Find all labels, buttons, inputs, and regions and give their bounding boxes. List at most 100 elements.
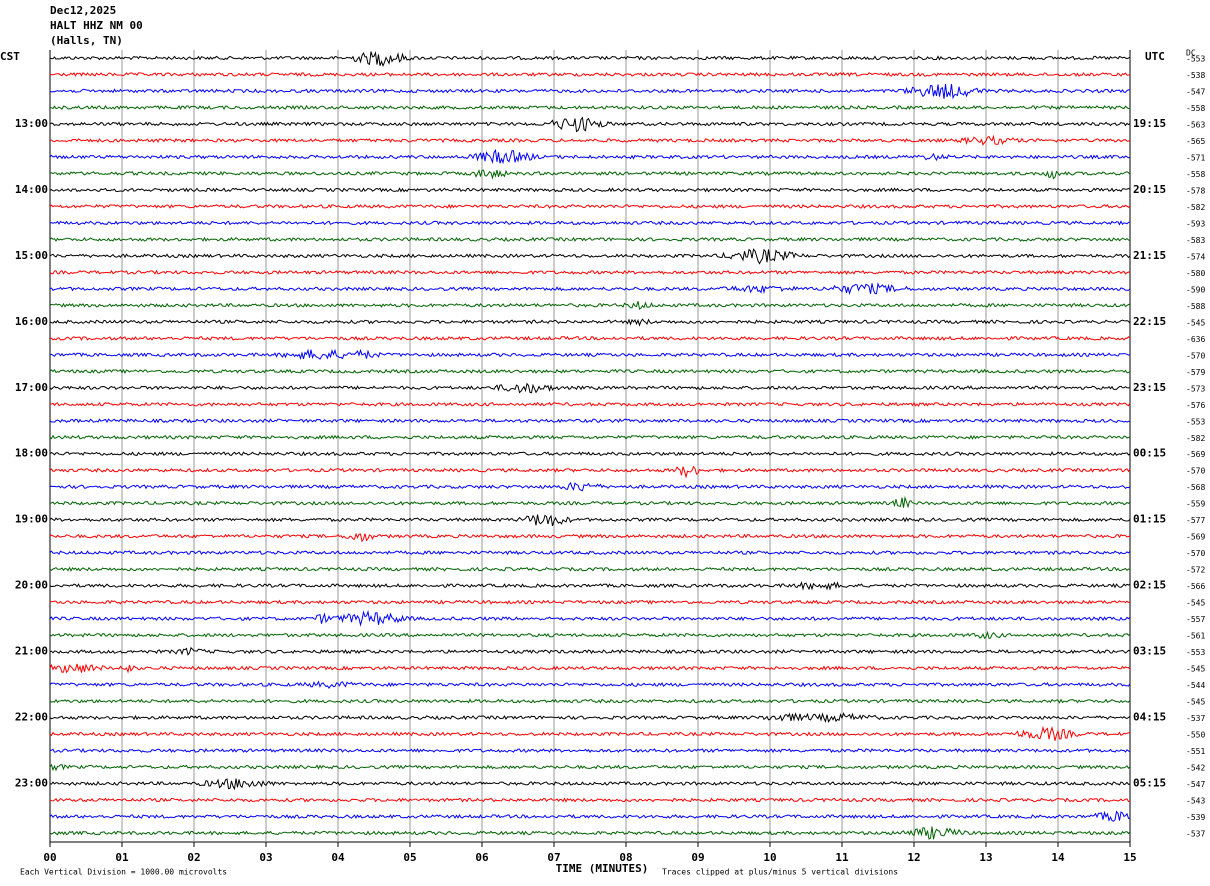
trace bbox=[49, 630, 1131, 640]
trace bbox=[49, 134, 1131, 146]
utc-hour-label: 22:15 bbox=[1133, 315, 1166, 328]
cst-hour-label: 14:00 bbox=[15, 183, 48, 196]
right-timezone: UTC bbox=[1145, 50, 1165, 63]
trace bbox=[49, 797, 1131, 803]
dc-offset: -543 bbox=[1186, 797, 1205, 806]
dc-offset: -559 bbox=[1186, 500, 1205, 509]
utc-hour-label: 02:15 bbox=[1133, 579, 1166, 592]
x-tick-label: 00 bbox=[43, 851, 56, 864]
trace bbox=[49, 220, 1131, 226]
trace bbox=[49, 335, 1131, 341]
dc-offset: -590 bbox=[1186, 285, 1205, 294]
dc-offset: -545 bbox=[1186, 665, 1205, 674]
trace bbox=[49, 646, 1131, 656]
trace bbox=[49, 104, 1131, 111]
trace bbox=[49, 747, 1131, 754]
trace bbox=[49, 810, 1131, 822]
dc-offset: -544 bbox=[1186, 681, 1205, 690]
trace bbox=[49, 382, 1131, 394]
dc-offset: -570 bbox=[1186, 351, 1205, 360]
utc-hour-label: 21:15 bbox=[1133, 249, 1166, 262]
dc-offset: -570 bbox=[1186, 467, 1205, 476]
x-tick-label: 05 bbox=[403, 851, 416, 864]
dc-offset: -561 bbox=[1186, 632, 1205, 641]
trace bbox=[49, 83, 1131, 100]
utc-hour-label: 05:15 bbox=[1133, 777, 1166, 790]
trace bbox=[49, 434, 1131, 440]
cst-hour-label: 17:00 bbox=[15, 381, 48, 394]
trace bbox=[49, 663, 1131, 674]
utc-hour-label: 00:15 bbox=[1133, 447, 1166, 460]
x-tick-label: 01 bbox=[115, 851, 129, 864]
dc-offset: -547 bbox=[1186, 780, 1205, 789]
dc-offset: -566 bbox=[1186, 582, 1205, 591]
dc-offset: -569 bbox=[1186, 450, 1205, 459]
trace bbox=[49, 550, 1131, 556]
dc-offset: -588 bbox=[1186, 302, 1205, 311]
trace bbox=[49, 609, 1131, 627]
dc-offset: -577 bbox=[1186, 516, 1205, 525]
dc-offset: -582 bbox=[1186, 434, 1205, 443]
trace bbox=[49, 116, 1131, 133]
dc-offset: -538 bbox=[1186, 71, 1205, 80]
cst-hour-label: 19:00 bbox=[15, 513, 48, 526]
x-tick-label: 13 bbox=[979, 851, 992, 864]
cst-hour-label: 18:00 bbox=[15, 447, 48, 460]
x-tick-label: 02 bbox=[187, 851, 200, 864]
trace bbox=[49, 599, 1131, 605]
utc-hour-label: 03:15 bbox=[1133, 645, 1166, 658]
dc-offset: -550 bbox=[1186, 731, 1205, 740]
utc-hour-label: 19:15 bbox=[1133, 117, 1166, 130]
trace bbox=[49, 248, 1131, 265]
dc-offset: -563 bbox=[1186, 120, 1205, 129]
dc-offset: -553 bbox=[1186, 417, 1205, 426]
dc-offset: -537 bbox=[1186, 714, 1205, 723]
trace bbox=[49, 826, 1131, 840]
trace bbox=[49, 368, 1131, 375]
left-timezone: CST bbox=[0, 50, 20, 63]
dc-offset: -537 bbox=[1186, 830, 1205, 839]
dc-offset: -553 bbox=[1186, 55, 1205, 64]
scale-note: Each Vertical Division = 1000.00 microvo… bbox=[20, 868, 227, 877]
trace bbox=[49, 318, 1131, 327]
trace bbox=[49, 495, 1131, 509]
trace bbox=[49, 50, 1131, 68]
cst-hour-label: 15:00 bbox=[15, 249, 48, 262]
dc-offset: -551 bbox=[1186, 747, 1205, 756]
clip-note: Traces clipped at plus/minus 5 vertical … bbox=[662, 868, 898, 877]
trace bbox=[49, 763, 1131, 772]
dc-offset: -579 bbox=[1186, 368, 1205, 377]
trace bbox=[49, 269, 1131, 276]
trace bbox=[49, 712, 1131, 724]
dc-offset: -593 bbox=[1186, 219, 1205, 228]
date: Dec12,2025 bbox=[50, 4, 116, 17]
trace bbox=[49, 465, 1131, 479]
x-tick-label: 07 bbox=[547, 851, 560, 864]
trace bbox=[49, 514, 1131, 527]
dc-offset: -578 bbox=[1186, 186, 1205, 195]
trace bbox=[49, 778, 1131, 791]
dc-offset: -565 bbox=[1186, 137, 1205, 146]
dc-offset: -583 bbox=[1186, 236, 1205, 245]
trace bbox=[49, 187, 1131, 193]
dc-offset: -580 bbox=[1186, 269, 1205, 278]
trace bbox=[49, 282, 1131, 296]
x-tick-label: 09 bbox=[691, 851, 704, 864]
cst-hour-label: 20:00 bbox=[15, 579, 48, 592]
x-tick-label: 11 bbox=[835, 851, 849, 864]
dc-offset: -568 bbox=[1186, 483, 1205, 492]
trace bbox=[49, 680, 1131, 689]
trace bbox=[49, 236, 1131, 242]
dc-offset: -557 bbox=[1186, 615, 1205, 624]
x-tick-label: 04 bbox=[331, 851, 345, 864]
trace bbox=[49, 698, 1131, 704]
dc-offset: -542 bbox=[1186, 764, 1205, 773]
dc-offset: -574 bbox=[1186, 252, 1205, 261]
trace bbox=[49, 581, 1131, 591]
dc-offset: -545 bbox=[1186, 698, 1205, 707]
station: HALT HHZ NM 00 bbox=[50, 19, 143, 32]
trace bbox=[49, 418, 1131, 424]
dc-offset: -558 bbox=[1186, 104, 1205, 113]
trace bbox=[49, 566, 1131, 572]
